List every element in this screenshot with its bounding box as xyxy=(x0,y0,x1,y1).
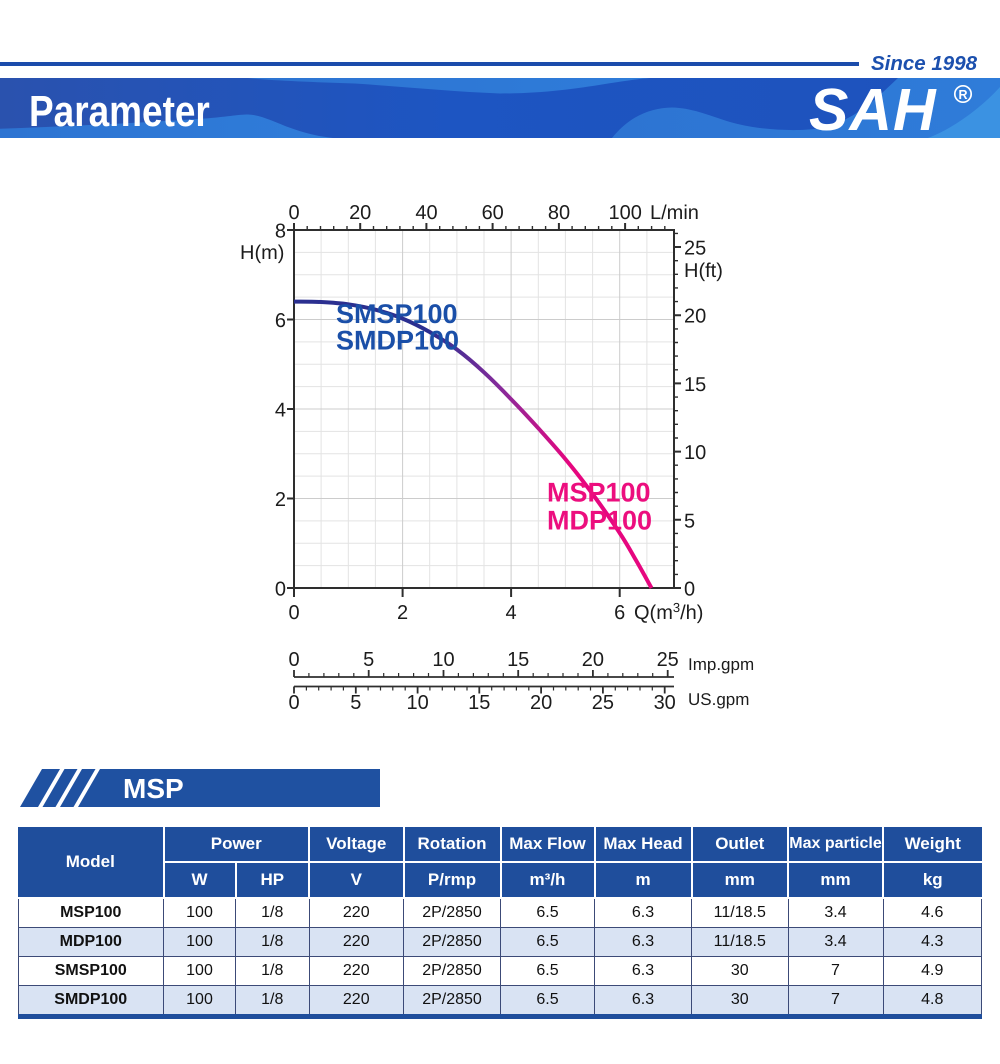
svg-text:25: 25 xyxy=(684,238,706,260)
svg-text:H(m): H(m) xyxy=(240,242,284,264)
svg-text:0: 0 xyxy=(288,602,299,624)
svg-text:0: 0 xyxy=(684,579,695,601)
svg-text:5: 5 xyxy=(350,692,361,714)
svg-text:25: 25 xyxy=(592,692,614,714)
svg-text:4: 4 xyxy=(275,400,286,422)
svg-text:20: 20 xyxy=(582,649,604,671)
svg-text:4: 4 xyxy=(506,602,517,624)
svg-text:8: 8 xyxy=(275,221,286,243)
svg-text:5: 5 xyxy=(363,649,374,671)
svg-text:80: 80 xyxy=(548,202,570,224)
svg-text:2: 2 xyxy=(275,489,286,511)
svg-text:6: 6 xyxy=(614,602,625,624)
svg-text:2: 2 xyxy=(397,602,408,624)
svg-text:0: 0 xyxy=(288,692,299,714)
svg-text:10: 10 xyxy=(406,692,428,714)
svg-text:MSP100: MSP100 xyxy=(547,478,651,508)
svg-text:MDP100: MDP100 xyxy=(547,506,652,536)
svg-text:20: 20 xyxy=(349,202,371,224)
svg-text:30: 30 xyxy=(654,692,676,714)
svg-text:20: 20 xyxy=(530,692,552,714)
svg-text:15: 15 xyxy=(684,374,706,396)
svg-text:20: 20 xyxy=(684,306,706,328)
svg-text:10: 10 xyxy=(684,442,706,464)
svg-text:40: 40 xyxy=(415,202,437,224)
svg-text:10: 10 xyxy=(432,649,454,671)
svg-text:MSP: MSP xyxy=(123,773,184,804)
svg-text:15: 15 xyxy=(468,692,490,714)
svg-text:100: 100 xyxy=(609,202,642,224)
svg-text:L/min: L/min xyxy=(650,202,699,224)
svg-text:6: 6 xyxy=(275,310,286,332)
svg-text:Imp.gpm: Imp.gpm xyxy=(688,655,754,674)
svg-text:60: 60 xyxy=(482,202,504,224)
svg-text:0: 0 xyxy=(288,202,299,224)
svg-text:SMSP100: SMSP100 xyxy=(336,299,458,329)
svg-text:Q(m3/h): Q(m3/h) xyxy=(634,600,703,624)
svg-text:H(ft): H(ft) xyxy=(684,260,723,282)
svg-text:5: 5 xyxy=(684,510,695,532)
svg-text:R: R xyxy=(958,88,967,102)
svg-text:US.gpm: US.gpm xyxy=(688,690,749,709)
svg-text:15: 15 xyxy=(507,649,529,671)
svg-text:SMDP100: SMDP100 xyxy=(336,326,459,356)
svg-text:25: 25 xyxy=(657,649,679,671)
svg-text:0: 0 xyxy=(288,649,299,671)
svg-text:0: 0 xyxy=(275,579,286,601)
